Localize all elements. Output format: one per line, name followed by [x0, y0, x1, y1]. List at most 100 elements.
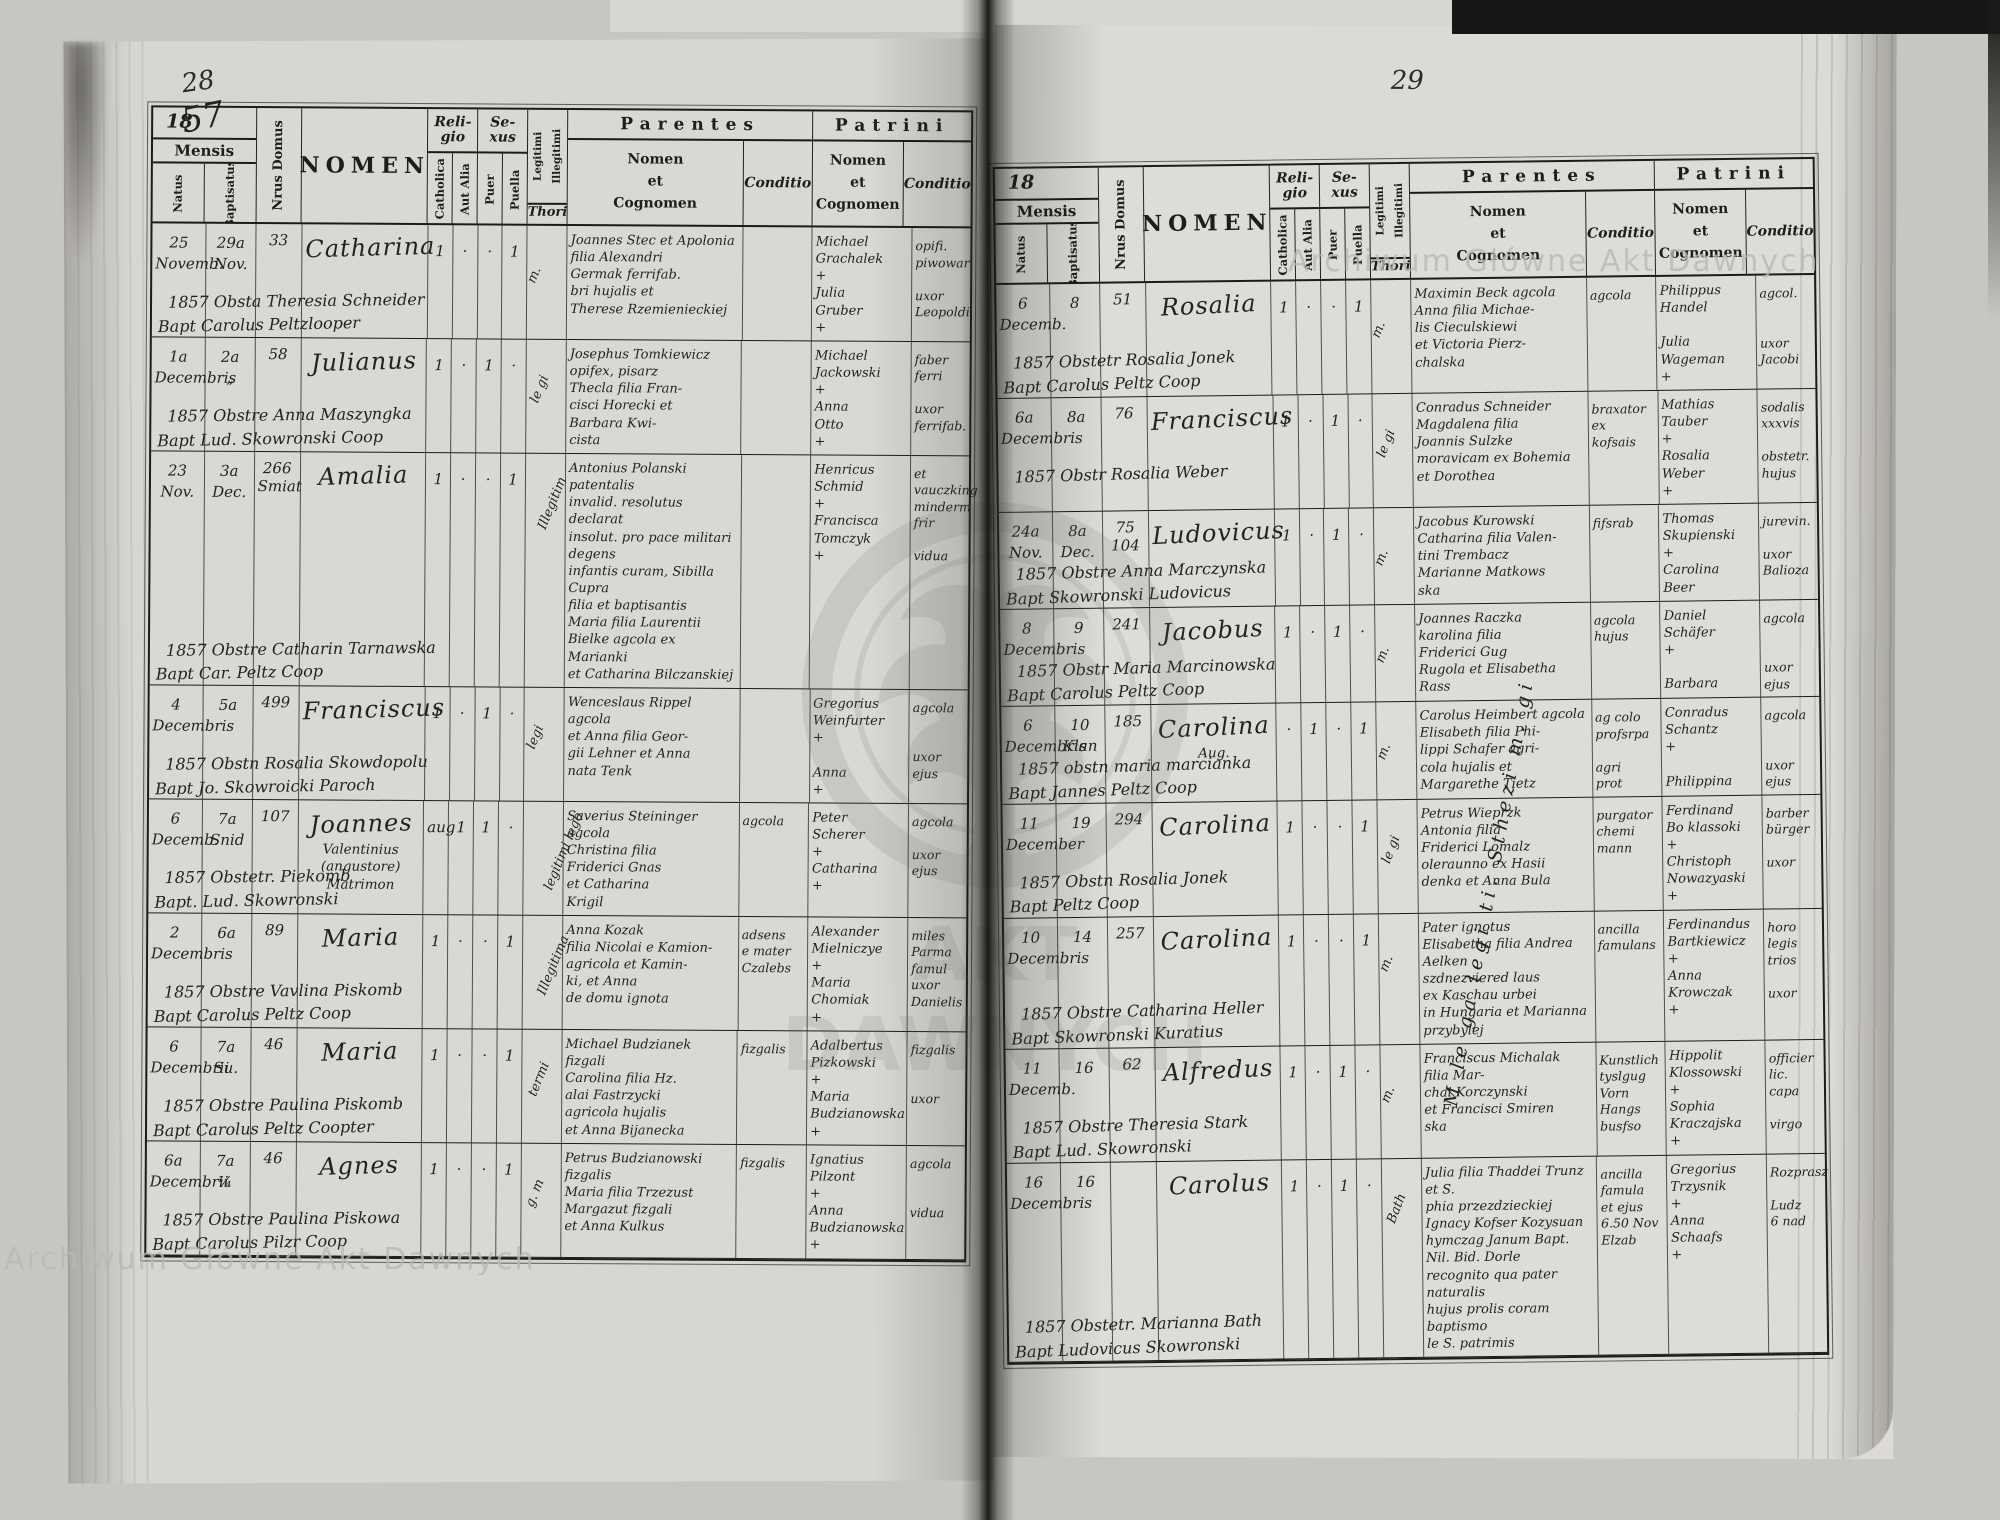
- legitimacy-column-header: Legitimi Illegitimi Thori: [1369, 163, 1412, 279]
- entry-thori-cell: Illegitima: [522, 915, 573, 1029]
- nomen-column-header: NOMEN: [1142, 165, 1273, 282]
- entry-puer-mark: ·: [1329, 914, 1356, 1045]
- page-number-right: 29: [1390, 65, 1424, 96]
- entry-godparents-condition: Rozprasz Ludz 6 nad: [1769, 1163, 1829, 1229]
- religio-column-header: Reli- gio Catholica Aut Alia: [427, 109, 479, 226]
- entry-puella-mark: 1: [1354, 913, 1381, 1045]
- patrini-column-header: Patrini Nomen et Cognomen Conditio: [812, 111, 972, 226]
- entry-godparents-names: Adalbertus Pizkowski + Maria Budzianowsk…: [807, 1031, 908, 1145]
- entry-thori-note: le gi: [1374, 427, 1399, 460]
- entry-parents-condition: purgator chemi mann: [1593, 796, 1665, 911]
- photo-dark-border-right: [1988, 0, 2000, 320]
- entry-puella-mark: 1: [496, 1143, 522, 1257]
- entry-name-cell: Franciscus: [1147, 395, 1294, 510]
- entry-midwife-line: 1857 Obstre Paulina Piskomb: [163, 1093, 404, 1116]
- entry-catholica-mark: aug: [423, 800, 455, 915]
- entry-house-number: 76: [1101, 397, 1149, 511]
- entry-child-name: Alfredus: [1161, 1053, 1274, 1087]
- left-page: 28 18 57 Mensis Natus Baptisatus Nrus Do…: [63, 38, 994, 1484]
- register-entry: 10 Decembris 14 257 Carolina 1 · · 1 m. …: [1003, 908, 1824, 1050]
- entry-child-name: Maria: [321, 922, 400, 953]
- puer-column-header: Puer: [1320, 208, 1347, 281]
- entry-aut-alia-mark: ·: [1307, 1159, 1335, 1359]
- entry-thori-note: m.: [1372, 547, 1393, 569]
- entry-midwife-line: 1857 Obstre Paulina Piskowa: [162, 1207, 401, 1230]
- entry-parents-names: Wenceslaus Rippel agcola et Anna filia G…: [564, 687, 741, 802]
- entry-thori-note: termi: [525, 1059, 553, 1099]
- entry-baptisatus-date: 8a: [1051, 397, 1103, 512]
- entry-godparents-condition: miles Parma famul uxor Danielis: [910, 927, 963, 1010]
- entry-godparents-names: Daniel Schäfer + Barbara: [1660, 600, 1762, 699]
- entry-child-name-note: [1151, 437, 1270, 438]
- religio-column-header: Reli- gio Catholica Aut Alia: [1270, 164, 1322, 282]
- patrini-conditio-subheader: Conditio: [1746, 222, 1814, 240]
- entry-thori-cell: le gi: [526, 339, 567, 453]
- entry-parents-condition: [741, 340, 813, 455]
- corner-smudge: [65, 43, 111, 274]
- entry-godparents-names: Mathias Tauber + Rosalia Weber +: [1657, 389, 1760, 504]
- entry-thori-cell: m.: [1379, 1044, 1422, 1158]
- entry-godparents-names: Peter Scherer + Catharina +: [808, 803, 910, 917]
- entry-parents-condition: agcola hujus: [1590, 601, 1662, 699]
- entry-puer-mark: 1: [1325, 605, 1352, 703]
- entry-godparents-condition: fizgalis uxor: [910, 1041, 956, 1107]
- natus-column-header: Natus: [152, 163, 205, 224]
- entry-catholica-mark: 1: [1271, 281, 1298, 395]
- entry-parents-condition: ancilla famula et ejus 6.50 Nov Elzab: [1597, 1155, 1670, 1355]
- entry-thori-cell: m.: [1374, 701, 1418, 799]
- entry-parents-condition: fizgalis: [737, 1030, 808, 1145]
- entry-aut-alia-mark: 1: [448, 801, 475, 915]
- entry-parents-names: Michael Budzianek fizgali Carolina filia…: [561, 1029, 739, 1144]
- entry-godparents-names: Conradus Schantz + Philippina: [1661, 697, 1763, 796]
- entry-aut-alia-mark: ·: [1299, 508, 1326, 605]
- entry-parents-condition: ag colo profsrpa agri prot: [1591, 699, 1663, 797]
- entry-parents-condition: [742, 227, 813, 341]
- entry-parents-names: Antonius Polanski patentalis invalid. re…: [564, 453, 742, 688]
- entry-godparents-condition: sodalis xxxvis obstetr. hujus: [1760, 399, 1810, 481]
- entry-aut-alia-mark: ·: [446, 1142, 473, 1256]
- entry-parents-condition: braxator ex kofsais: [1588, 390, 1660, 505]
- entry-thori-cell: m.: [1372, 507, 1416, 604]
- entry-catholica-mark: 1: [1280, 1045, 1308, 1160]
- entry-catholica-mark: 1: [1279, 914, 1306, 1046]
- entry-thori-cell: legitimi lego: [523, 801, 587, 915]
- entry-aut-alia-mark: ·: [1298, 394, 1325, 509]
- entry-child-name: Maria: [320, 1036, 399, 1067]
- entry-puer-mark: ·: [474, 453, 502, 687]
- entry-child-name-note: [299, 1183, 418, 1184]
- entry-puer-mark: ·: [472, 915, 499, 1029]
- entry-thori-cell: legi: [524, 687, 566, 801]
- entry-godparents-condition: horo legis trios uxor: [1767, 918, 1798, 1001]
- entry-parents-names: Joannes Raczka karolina filia Friderici …: [1415, 602, 1592, 701]
- register-entry: 24a Nov. 8a Dec. 75 104 Ludovicus 1 · 1 …: [998, 502, 1819, 610]
- entry-midwife-line: 1857 Obstre Anna Maszyngka: [167, 403, 412, 426]
- entry-aut-alia-mark: ·: [1305, 1045, 1333, 1159]
- mensis-column-header: 18 57 Mensis Natus Baptisatus: [152, 94, 257, 224]
- baptism-register-table-right: 18 Mensis Natus Baptisatus Nrus Domus NO…: [988, 152, 1834, 1370]
- entry-puella-mark: 1: [1352, 799, 1380, 914]
- mensis-label: Mensis: [152, 139, 256, 165]
- entry-child-name: Rosalia: [1159, 289, 1257, 322]
- entry-child-name: Joannes: [309, 808, 413, 840]
- entry-parents-condition: [739, 688, 811, 803]
- baptism-register-table-left: 18 57 Mensis Natus Baptisatus Nrus Domus…: [140, 94, 978, 1267]
- entry-godparents-condition: officier lic. capa virgo: [1768, 1049, 1814, 1132]
- entry-godparents-names: Thomas Skupienski + Carolina Beer: [1659, 503, 1761, 601]
- table-header-left: 18 57 Mensis Natus Baptisatus Nrus Domus…: [152, 94, 972, 229]
- entry-parents-condition: ancilla famulans: [1594, 910, 1666, 1042]
- entry-midwife-line: 1857 Obstn Rosalia Skowdopolu: [165, 751, 428, 774]
- entry-parents-names: Pater ignotus Elisabetha filia Andrea Ae…: [1418, 911, 1597, 1044]
- entry-catholica-mark: 1: [1275, 605, 1302, 703]
- entry-child-name-note: [300, 1069, 419, 1070]
- parentes-column-header: Parentes Nomen et Cognomen Conditio: [567, 109, 814, 226]
- register-entry: 16 Decembris 16 Carolus 1 · 1 · Bath Jul…: [1006, 1153, 1829, 1364]
- entry-parents-condition: Kunstlich tyslgug Vorn Hangs busfso: [1596, 1041, 1668, 1156]
- entry-thori-note: m.: [1369, 319, 1390, 341]
- entry-catholica-mark: 1: [422, 1028, 448, 1142]
- entry-aut-alia-mark: ·: [1296, 280, 1323, 395]
- handwritten-year: 57: [177, 93, 229, 142]
- entry-thori-note: m.: [1374, 741, 1395, 763]
- entry-parents-names: Julia filia Thaddei Trunz et S. phia prz…: [1421, 1156, 1600, 1358]
- entry-child-name: Carolina: [1158, 808, 1272, 842]
- entry-child-name-note: [1153, 647, 1272, 648]
